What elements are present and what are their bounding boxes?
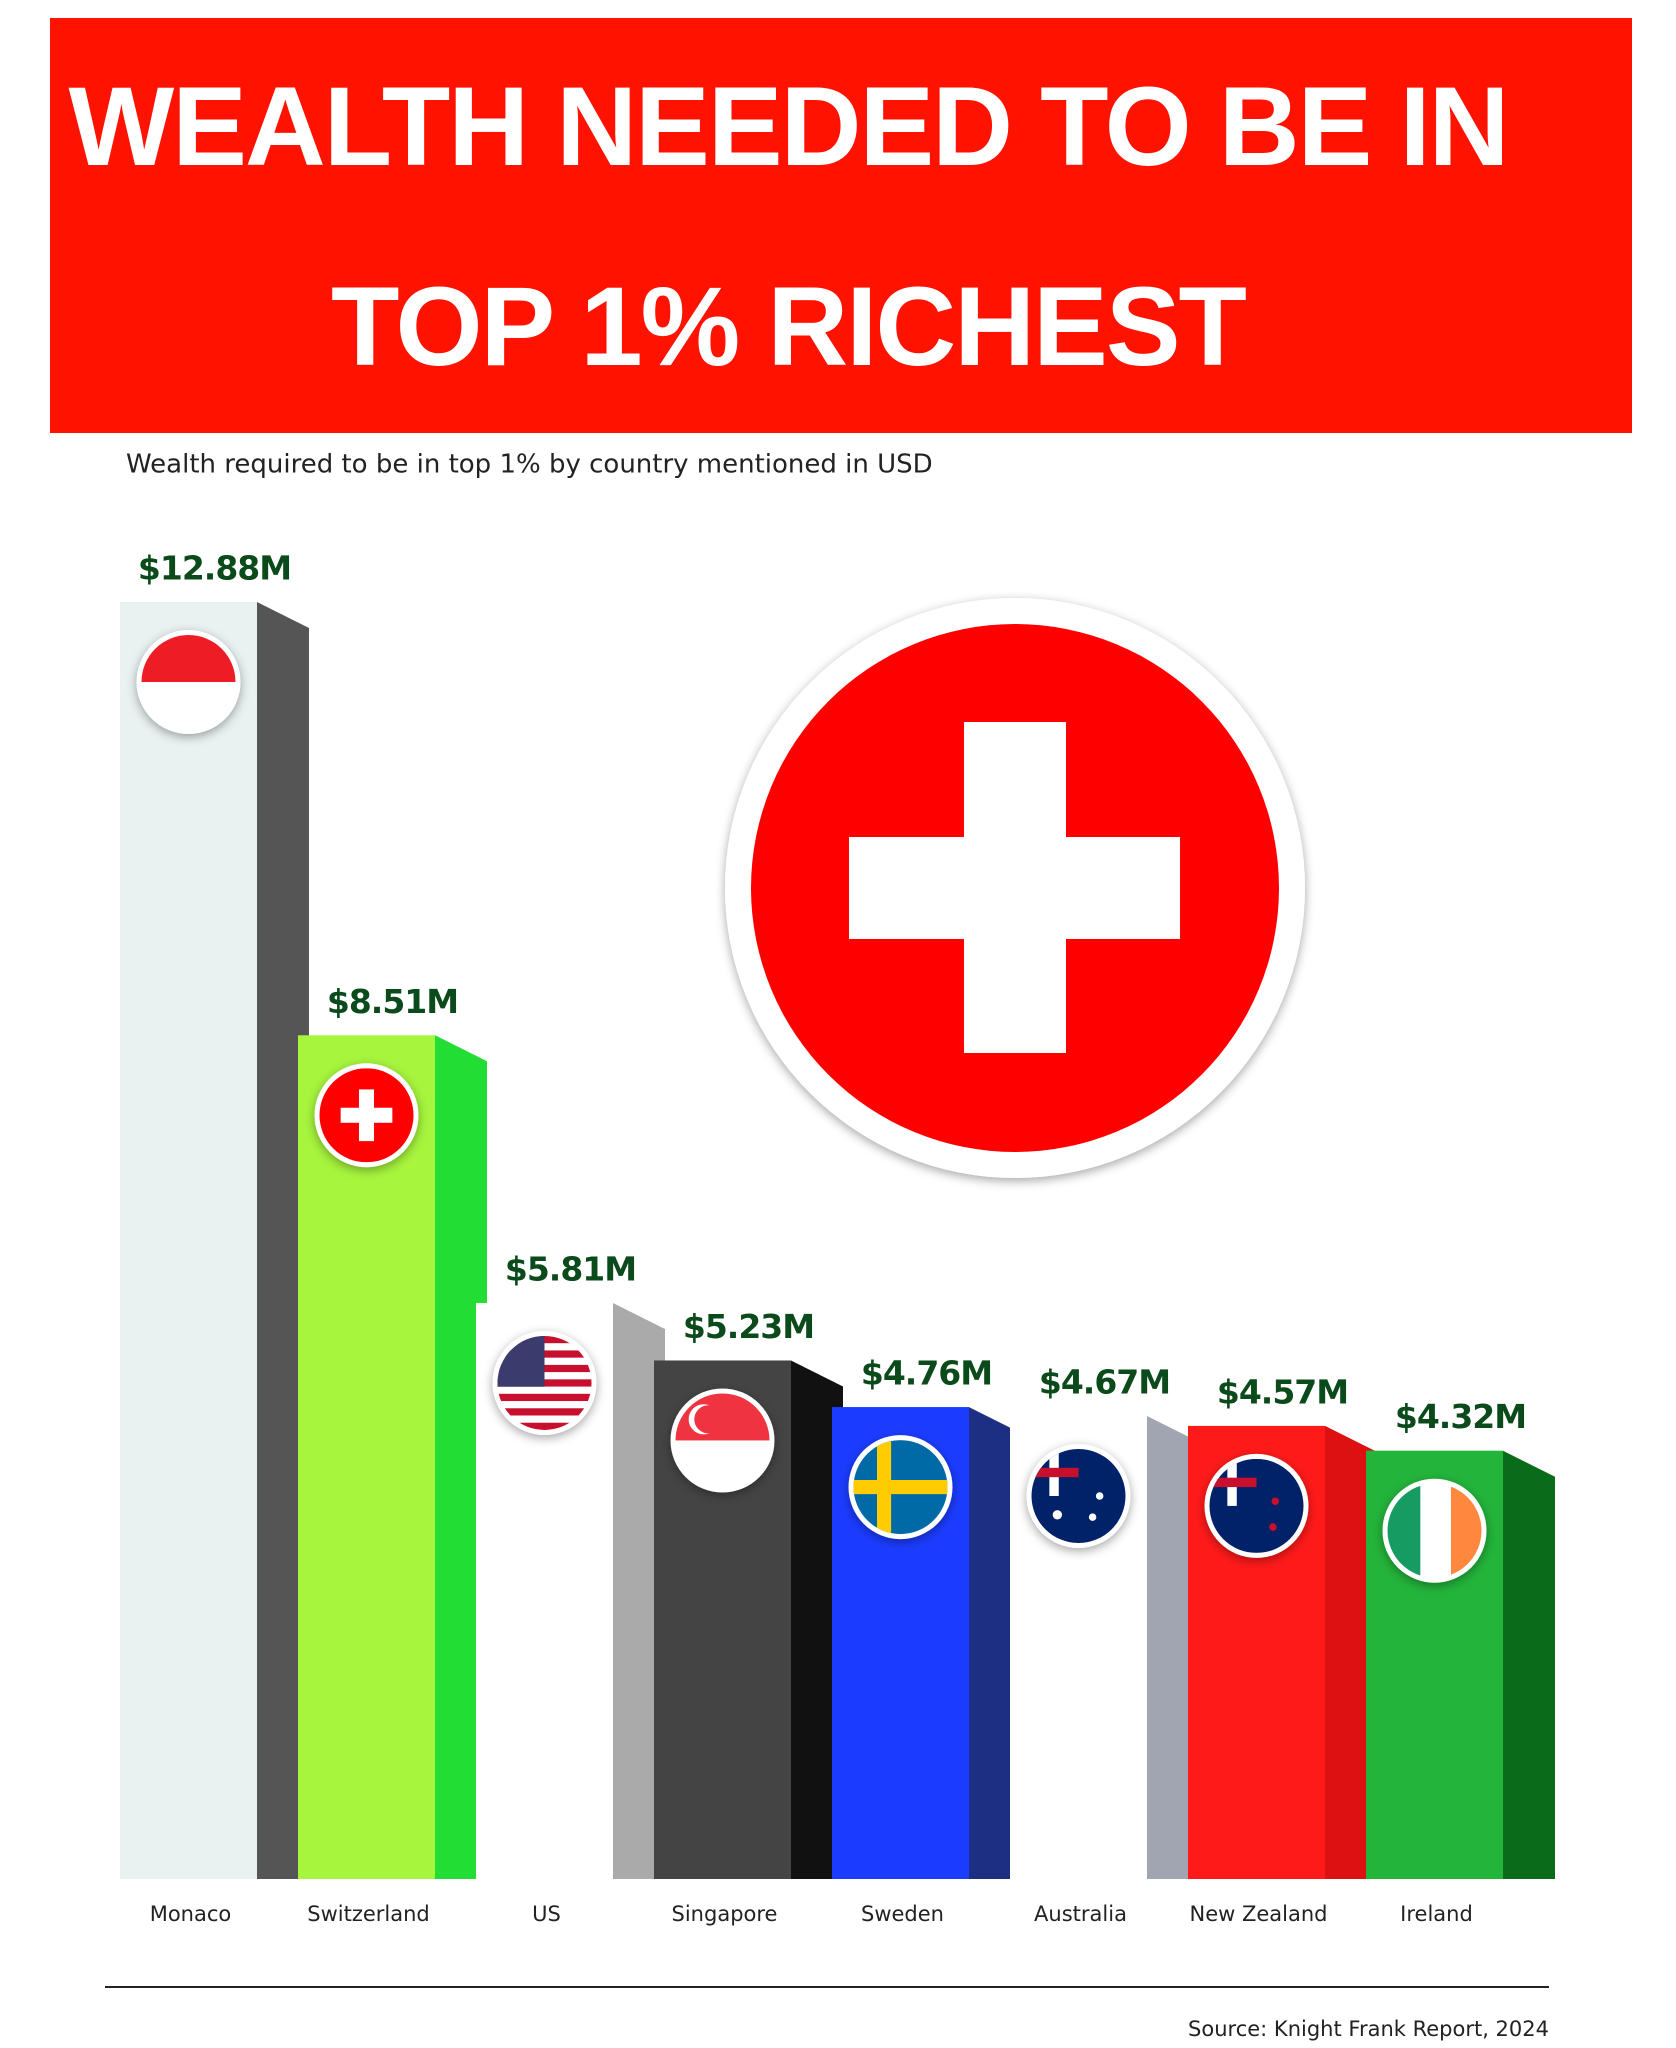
bar-side	[1147, 1415, 1199, 1879]
chart-subtitle: Wealth required to be in top 1% by count…	[126, 450, 933, 480]
x-tick-label: US	[532, 1902, 561, 1926]
flag-part	[1031, 1448, 1126, 1543]
flag	[1209, 1458, 1304, 1553]
x-tick-label: Sweden	[861, 1902, 944, 1926]
flag-part	[1052, 1510, 1063, 1520]
flag-part	[497, 1422, 592, 1430]
value-label: $5.23M	[683, 1307, 814, 1346]
bar-side	[257, 602, 309, 1879]
bar	[298, 1035, 435, 1879]
flag-part	[497, 1408, 592, 1417]
flag	[1031, 1448, 1126, 1543]
flag-part	[497, 1415, 592, 1424]
x-tick-label: Australia	[1034, 1902, 1127, 1926]
flag-part	[1269, 1523, 1277, 1531]
x-tick-label: Monaco	[150, 1902, 232, 1926]
flag-part	[853, 1480, 948, 1495]
flag	[675, 1393, 770, 1488]
flag-part	[1271, 1497, 1280, 1505]
bar	[120, 602, 257, 1879]
value-label: $4.76M	[861, 1354, 992, 1393]
flag-part	[1095, 1492, 1104, 1500]
x-tick-label: New Zealand	[1190, 1902, 1328, 1926]
x-tick-label: Ireland	[1400, 1902, 1473, 1926]
flag	[319, 1068, 414, 1163]
value-label: $5.81M	[505, 1249, 636, 1288]
flag-part	[1209, 1458, 1304, 1553]
bar-side	[613, 1302, 665, 1879]
value-label: $12.88M	[138, 549, 291, 588]
flag-part	[1420, 1483, 1451, 1578]
flag	[497, 1335, 592, 1430]
x-tick-label: Singapore	[672, 1902, 778, 1926]
flag-part	[497, 1386, 592, 1395]
flag	[853, 1440, 948, 1535]
flag-part	[1088, 1513, 1097, 1521]
value-label: $8.51M	[327, 982, 458, 1021]
value-label: $4.32M	[1395, 1397, 1526, 1436]
flag-part	[497, 1393, 592, 1402]
flag-part	[1209, 1477, 1257, 1488]
bar-side	[1325, 1425, 1377, 1879]
flag	[1387, 1483, 1482, 1578]
bar-side	[1503, 1450, 1555, 1879]
flag-part	[694, 1405, 723, 1434]
bar-side	[435, 1035, 487, 1879]
flag-part	[497, 1401, 592, 1409]
flag	[141, 635, 236, 729]
value-label: $4.57M	[1217, 1372, 1348, 1411]
title-banner	[50, 18, 1632, 433]
x-tick-label: Switzerland	[307, 1902, 430, 1926]
bar-side	[969, 1407, 1021, 1879]
bar-side	[791, 1360, 843, 1879]
flag-part	[1031, 1467, 1079, 1478]
swiss-emblem	[725, 598, 1305, 1178]
flag-part	[340, 1107, 393, 1123]
source-note: Source: Knight Frank Report, 2024	[1188, 2017, 1549, 2041]
chart-title: WEALTH NEEDED TO BE IN TOP 1% RICHEST	[68, 64, 1509, 389]
value-label: $4.67M	[1039, 1362, 1170, 1401]
